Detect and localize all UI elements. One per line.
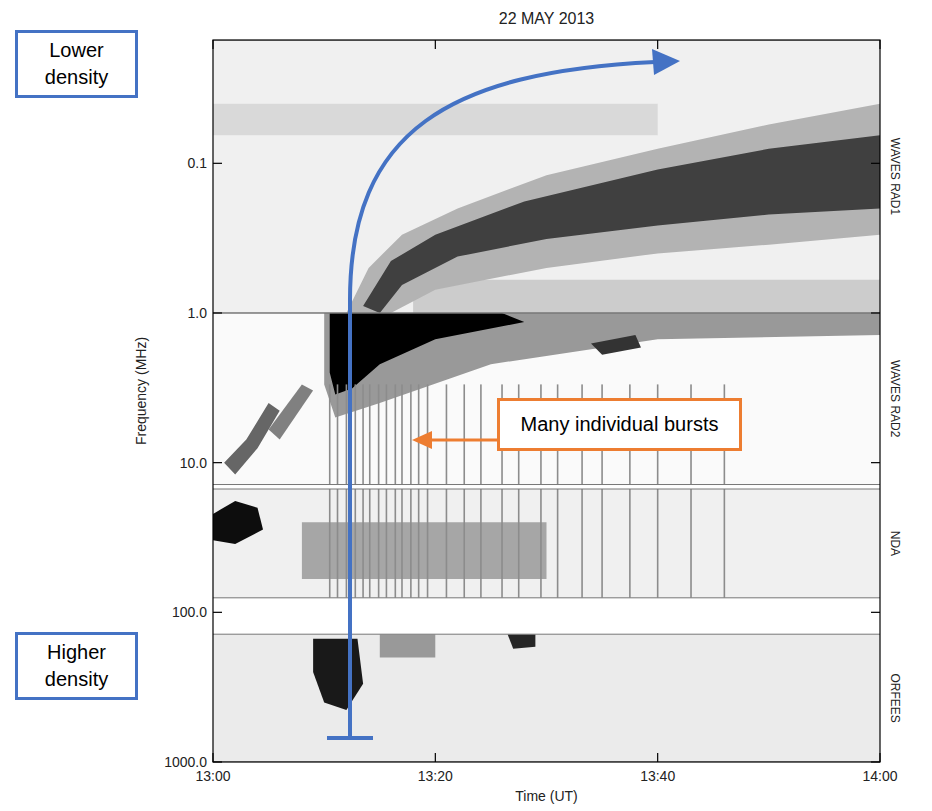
burst-streak bbox=[401, 384, 403, 597]
instrument-edge bbox=[213, 597, 880, 598]
annotation-box: Many individual bursts bbox=[497, 398, 742, 451]
x-tick bbox=[879, 40, 880, 49]
burst-streak bbox=[427, 384, 429, 597]
emission-feature bbox=[413, 280, 880, 313]
x-tick bbox=[657, 753, 658, 762]
burst-streak bbox=[346, 384, 348, 597]
y-tick bbox=[213, 612, 222, 613]
y-tick-label: 1.0 bbox=[188, 305, 208, 321]
plot-area bbox=[213, 40, 880, 762]
x-tick bbox=[879, 753, 880, 762]
burst-arrow-head bbox=[412, 431, 432, 449]
x-tick bbox=[657, 40, 658, 49]
instrument-edge bbox=[213, 312, 880, 313]
emission-feature bbox=[313, 639, 363, 710]
burst-streak bbox=[329, 384, 331, 597]
x-tick-label: 13:40 bbox=[640, 768, 675, 784]
title: 22 MAY 2013 bbox=[499, 10, 595, 27]
instrument-label: WAVES RAD2 bbox=[888, 360, 902, 438]
x-tick-label: 13:20 bbox=[418, 768, 453, 784]
emission-feature bbox=[380, 634, 436, 657]
burst-streak bbox=[354, 384, 356, 597]
instrument-panel bbox=[213, 40, 880, 313]
instrument-label: WAVES RAD1 bbox=[888, 138, 902, 216]
y-tick-label: 10.0 bbox=[180, 455, 207, 471]
instrument-edge bbox=[213, 489, 880, 490]
burst-streak bbox=[446, 384, 448, 597]
burst-streak bbox=[410, 384, 412, 597]
annotation-box: Higher density bbox=[15, 632, 138, 700]
emission-feature bbox=[346, 104, 880, 313]
burst-streak bbox=[386, 384, 388, 597]
density-arrow-head bbox=[652, 49, 680, 75]
emission-feature bbox=[213, 501, 263, 544]
x-tick bbox=[212, 753, 213, 762]
emission-feature bbox=[269, 384, 314, 439]
emission-feature bbox=[213, 104, 658, 136]
burst-streak bbox=[463, 384, 465, 597]
x-tick bbox=[435, 753, 436, 762]
instrument-panel bbox=[213, 313, 880, 485]
x-axis-title: Time (UT) bbox=[515, 788, 577, 804]
y-tick bbox=[871, 612, 880, 613]
burst-streak bbox=[418, 384, 420, 597]
y-tick-label: 0.1 bbox=[188, 155, 208, 171]
burst-arrow bbox=[428, 439, 497, 442]
y-tick bbox=[871, 163, 880, 164]
x-tick bbox=[212, 40, 213, 49]
burst-streak bbox=[378, 384, 380, 597]
burst-streak bbox=[337, 384, 339, 597]
y-tick bbox=[213, 312, 222, 313]
instrument-edge bbox=[213, 484, 880, 485]
x-tick bbox=[435, 40, 436, 49]
y-tick-label: 100.0 bbox=[172, 604, 207, 620]
y-tick bbox=[871, 462, 880, 463]
emission-feature bbox=[508, 634, 536, 649]
emission-feature bbox=[224, 403, 280, 474]
instrument-label: NDA bbox=[888, 531, 902, 556]
burst-streak bbox=[395, 384, 397, 597]
instrument-edge bbox=[213, 634, 880, 635]
y-tick bbox=[871, 312, 880, 313]
emission-feature bbox=[302, 522, 547, 579]
x-tick-label: 13:00 bbox=[195, 768, 230, 784]
emission-group bbox=[213, 104, 880, 710]
emission-feature bbox=[591, 335, 641, 355]
instrument-panel bbox=[213, 634, 880, 762]
density-arrow-base bbox=[327, 736, 373, 740]
chart: 0.11.010.0100.01000.013:0013:2013:4014:0… bbox=[0, 0, 932, 811]
y-tick bbox=[213, 462, 222, 463]
burst-streak bbox=[362, 384, 364, 597]
emission-feature bbox=[363, 135, 880, 313]
y-tick bbox=[213, 761, 222, 762]
y-axis-title: Frequency (MHz) bbox=[133, 337, 149, 445]
instrument-edge bbox=[213, 312, 880, 313]
instrument-panel bbox=[213, 489, 880, 598]
annotation-box: Lower density bbox=[15, 30, 138, 98]
burst-streak bbox=[480, 384, 482, 597]
emission-feature bbox=[330, 313, 525, 394]
y-tick bbox=[213, 163, 222, 164]
x-tick-label: 14:00 bbox=[862, 768, 897, 784]
plot-background bbox=[213, 40, 880, 762]
burst-streak bbox=[369, 384, 371, 597]
y-tick bbox=[871, 761, 880, 762]
instrument-label: ORFEES bbox=[888, 673, 902, 722]
plot-frame bbox=[213, 40, 880, 762]
